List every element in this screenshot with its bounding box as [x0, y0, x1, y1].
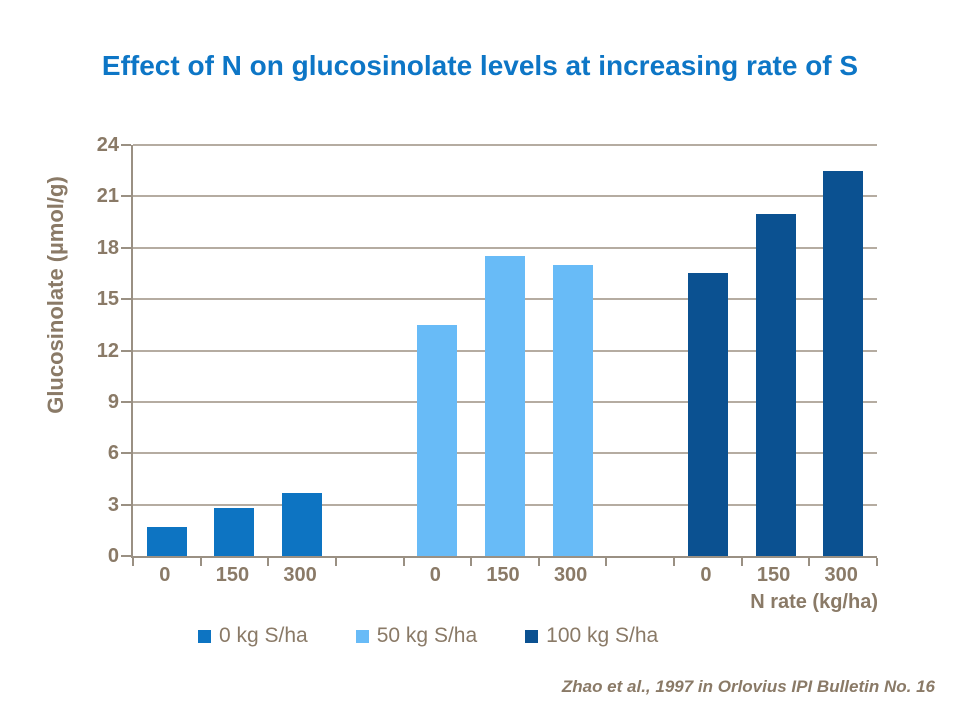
x-tick-label: 150 — [486, 564, 520, 586]
y-tick-label: 21 — [96, 185, 119, 208]
bar — [687, 273, 728, 556]
legend-label: 100 kg S/ha — [546, 624, 659, 647]
y-tick-label: 12 — [96, 339, 119, 362]
x-tick-label: 300 — [553, 564, 588, 586]
source-citation: Zhao et al., 1997 in Orlovius IPI Bullet… — [561, 677, 935, 696]
legend-swatch — [355, 629, 369, 643]
legend-swatch — [525, 629, 539, 643]
x-tick-label: 150 — [756, 564, 791, 586]
plot-area — [121, 144, 878, 566]
legend-item: 100 kg S/ha — [525, 624, 658, 648]
y-axis-tick — [121, 144, 131, 146]
x-axis-tick — [876, 558, 878, 566]
y-tick-label: 24 — [96, 134, 119, 156]
y-axis-tick — [121, 349, 131, 352]
x-axis-tick — [132, 558, 134, 566]
y-tick-label: 3 — [107, 493, 119, 516]
y-tick-label: 6 — [107, 442, 119, 465]
x-axis-tick — [267, 558, 270, 566]
y-axis-tick — [121, 555, 131, 557]
x-tick-label: 0 — [429, 564, 441, 586]
bar — [485, 256, 525, 556]
bar — [417, 324, 458, 556]
x-axis-tick — [470, 558, 473, 566]
x-axis-tick — [334, 558, 337, 566]
x-tick-label: 150 — [215, 564, 250, 586]
y-axis-tick — [121, 503, 131, 506]
y-axis-tick — [121, 298, 131, 301]
x-tick-label: 300 — [824, 564, 858, 586]
legend-label: 0 kg S/ha — [219, 624, 308, 647]
gridline — [133, 195, 877, 198]
x-tick-label: 300 — [283, 564, 317, 586]
bar — [552, 264, 593, 556]
x-tick-label: 0 — [159, 564, 171, 586]
y-tick-label: 15 — [96, 288, 119, 311]
bar — [282, 492, 323, 556]
y-axis-tick — [121, 400, 131, 403]
y-tick-label: 0 — [107, 545, 119, 567]
bar — [823, 170, 864, 556]
x-axis-tick — [605, 558, 608, 566]
gridline — [133, 144, 877, 146]
x-tick-label: 0 — [700, 564, 712, 586]
bar — [755, 213, 796, 556]
legend-label: 50 kg S/ha — [376, 624, 478, 647]
y-axis-tick — [121, 452, 131, 455]
legend: 0 kg S/ha 50 kg S/ha 100 kg S/ha — [198, 624, 658, 648]
legend-swatch — [198, 629, 211, 643]
x-axis-tick — [537, 558, 540, 566]
chart-title: Effect of N on glucosinolate levels at i… — [101, 50, 859, 81]
x-axis-tick — [740, 558, 743, 566]
x-axis-tick — [808, 558, 811, 566]
legend-item: 0 kg S/ha — [198, 624, 308, 648]
x-axis-tick — [402, 558, 405, 566]
bar — [214, 508, 255, 556]
y-tick-label: 18 — [96, 236, 119, 259]
x-axis-tick — [199, 558, 202, 566]
legend-item: 50 kg S/ha — [355, 624, 478, 648]
y-axis-tick — [121, 195, 131, 198]
gridline — [133, 246, 877, 249]
x-axis-title: N rate (kg/ha) — [750, 591, 878, 613]
y-tick-label: 9 — [107, 390, 119, 413]
y-axis-tick — [121, 246, 131, 249]
bar — [146, 526, 187, 556]
x-axis-tick — [673, 558, 676, 566]
